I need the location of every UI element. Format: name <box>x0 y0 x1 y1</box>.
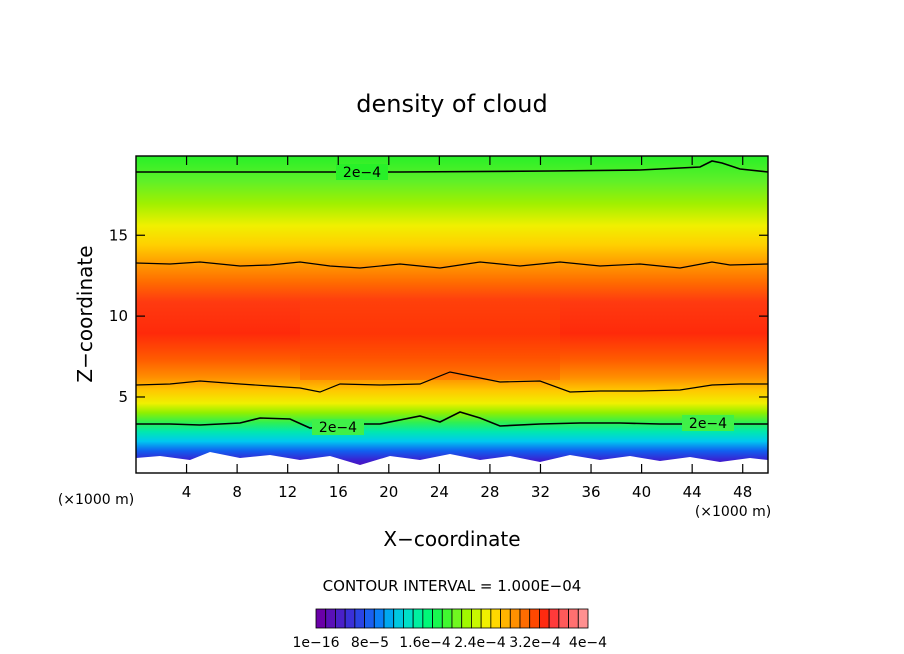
x-axis-left-unit: (×1000 m) <box>58 492 134 508</box>
colorbar-swatch <box>558 608 569 629</box>
colorbar-swatch <box>422 608 433 629</box>
y-axis-label: Z−coordinate <box>73 245 97 382</box>
colorbar-swatch <box>412 608 424 629</box>
x-tick-label: 12 <box>278 483 297 501</box>
colorbar-labels: 1e−16 8e−5 1.6e−4 2.4e−4 3.2e−4 4e−4 <box>292 635 607 651</box>
plot-frame <box>135 155 769 474</box>
contour-interval: CONTOUR INTERVAL = 1.000E−04 <box>323 577 582 595</box>
contour-line-top <box>136 160 768 173</box>
colorbar-swatch <box>461 608 472 629</box>
contour-label-top: 2e−4 <box>343 165 381 181</box>
y-tick-label: 15 <box>109 226 128 244</box>
x-tick-label: 24 <box>430 483 449 501</box>
x-axis-right-unit: (×1000 m) <box>695 504 771 520</box>
colorbar-swatch <box>315 608 327 629</box>
colorbar-swatch <box>490 608 501 629</box>
x-tick-label: 4 <box>182 483 192 501</box>
surface-band <box>136 452 768 473</box>
x-axis: 4 8 12 16 20 24 28 32 36 40 44 48 <box>182 156 752 501</box>
plot-area <box>136 156 768 473</box>
colorbar-tick-label: 4e−4 <box>569 635 607 651</box>
contour-line-bottom <box>136 411 768 429</box>
x-axis-label: X−coordinate <box>383 527 520 551</box>
x-tick-label: 40 <box>632 483 651 501</box>
colorbar-swatch <box>451 608 463 629</box>
colorbar-swatch <box>568 608 579 629</box>
density-field <box>136 156 768 473</box>
x-tick-label: 48 <box>733 483 752 501</box>
colorbar-swatch <box>393 608 404 629</box>
colorbar-swatch <box>539 608 550 629</box>
colorbar-swatch <box>529 608 540 629</box>
colorbar-swatch <box>373 608 385 629</box>
y-tick-label: 10 <box>109 307 128 325</box>
x-tick-label: 28 <box>480 483 499 501</box>
colorbar-swatch <box>519 608 531 629</box>
x-tick-label: 44 <box>683 483 702 501</box>
colorbar-swatch <box>364 608 375 629</box>
contour-line-lower <box>136 371 768 393</box>
x-tick-label: 8 <box>232 483 242 501</box>
colorbar-swatch <box>354 608 365 629</box>
colorbar-tick-label: 1e−16 <box>292 635 339 651</box>
colorbar-swatch <box>548 608 560 629</box>
y-axis: 5 10 15 <box>109 226 768 406</box>
contour-label-bottom-left: 2e−4 <box>319 420 357 436</box>
colorbar-swatch <box>383 608 395 629</box>
contour-labels: 2e−4 2e−4 2e−4 <box>312 164 734 436</box>
colorbar-swatch <box>509 608 521 629</box>
turbulent-band <box>300 300 560 380</box>
contour-label-bottom-right: 2e−4 <box>689 416 727 432</box>
colorbar-swatch <box>441 608 453 629</box>
colorbar-tick-label: 1.6e−4 <box>399 635 451 651</box>
colorbar-tick-label: 3.2e−4 <box>509 635 561 651</box>
x-tick-label: 16 <box>329 483 348 501</box>
y-tick-label: 5 <box>118 388 128 406</box>
contour-line-upper <box>136 261 768 269</box>
x-tick-label: 32 <box>531 483 550 501</box>
colorbar-swatch <box>325 608 336 629</box>
colorbar-swatch <box>335 608 346 629</box>
colorbar-swatch <box>480 608 492 629</box>
colorbar <box>315 608 589 629</box>
x-tick-label: 36 <box>581 483 600 501</box>
colorbar-tick-label: 2.4e−4 <box>454 635 506 651</box>
colorbar-swatch <box>403 608 414 629</box>
x-tick-label: 20 <box>379 483 398 501</box>
colorbar-swatch <box>344 608 356 629</box>
colorbar-swatch <box>432 608 443 629</box>
chart-title: density of cloud <box>356 90 547 118</box>
colorbar-swatch <box>500 608 511 629</box>
colorbar-swatch <box>577 608 589 629</box>
colorbar-tick-label: 8e−5 <box>351 635 389 651</box>
colorbar-swatch <box>471 608 482 629</box>
